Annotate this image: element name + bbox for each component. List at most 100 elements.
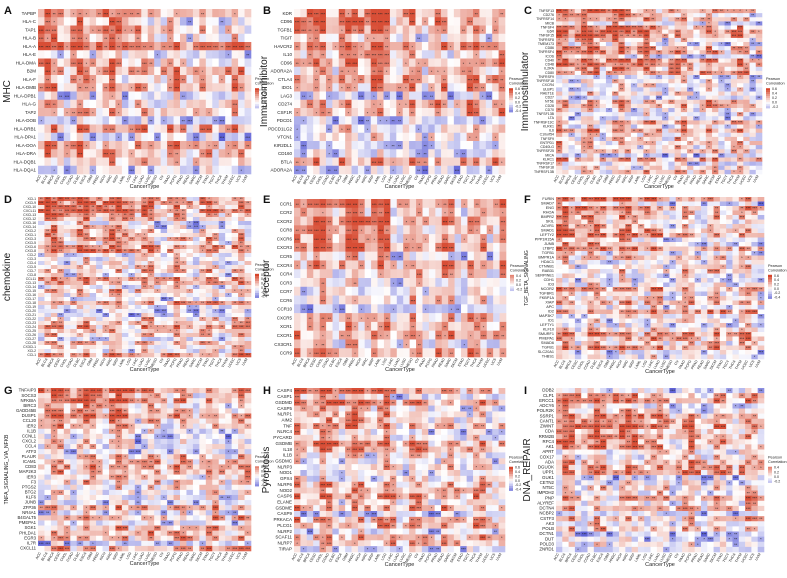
heatmap-cell (562, 149, 569, 153)
heatmap-cell (706, 166, 713, 170)
column-label: UVM (752, 175, 759, 184)
heatmap-cell (656, 153, 663, 157)
significance-mark: *** (613, 121, 618, 125)
heatmap-cell (294, 34, 301, 43)
heatmap-cell (743, 75, 750, 79)
heatmap-cell (225, 229, 232, 233)
heatmap-cell (409, 149, 416, 158)
heatmap-cell (186, 42, 193, 51)
heatmap-cell (232, 213, 239, 217)
significance-mark: *** (45, 86, 50, 91)
heatmap-cell (668, 141, 675, 145)
heatmap-cell (154, 108, 161, 117)
heatmap-cell (245, 75, 252, 84)
heatmap-cell (161, 133, 168, 142)
heatmap-cell (122, 273, 129, 277)
heatmap-cell (712, 108, 719, 112)
heatmap-cell (435, 141, 442, 150)
heatmap-cell (212, 26, 219, 35)
heatmap-cell (693, 79, 700, 83)
heatmap-cell (467, 166, 474, 175)
heatmap-cell (326, 26, 333, 35)
heatmap-cell (51, 92, 58, 101)
heatmap-cell (135, 116, 142, 125)
heatmap-cell (161, 158, 168, 167)
heatmap-cell (750, 137, 757, 141)
heatmap-cell (737, 17, 744, 21)
row-label: TAPBP (22, 11, 36, 16)
heatmap-cell (415, 42, 422, 51)
significance-mark: *** (194, 44, 199, 49)
significance-mark: *** (200, 201, 205, 205)
heatmap-cell (90, 253, 97, 257)
significance-mark: *** (365, 53, 370, 58)
heatmap-cell (294, 50, 301, 59)
heatmap-cell (662, 17, 669, 21)
heatmap-cell (83, 50, 90, 59)
heatmap-cell (486, 158, 493, 167)
significance-mark: *** (607, 59, 612, 63)
column-label: LAML (373, 175, 381, 185)
heatmap-cell (238, 75, 245, 84)
significance-mark: ** (296, 61, 300, 66)
heatmap-cell (428, 59, 435, 68)
heatmap-cell (562, 83, 569, 87)
heatmap-cell (706, 133, 713, 137)
heatmap-cell (232, 116, 239, 125)
heatmap-cell (300, 75, 307, 84)
heatmap-cell (706, 108, 713, 112)
heatmap-cell (587, 75, 594, 79)
heatmap-cell (225, 92, 232, 101)
significance-mark: *** (91, 249, 96, 253)
heatmap-cell (460, 125, 467, 134)
heatmap-cell (326, 50, 333, 59)
heatmap-cell (199, 261, 206, 265)
heatmap-cell (332, 17, 339, 26)
significance-mark: *** (340, 160, 345, 165)
significance-mark: *** (84, 217, 89, 221)
legend-tick-label: 0.2 (772, 96, 777, 100)
color-legend: PearsonCorrelation0.60.40.20.0-0.2 (766, 77, 785, 109)
heatmap-cell (300, 67, 307, 76)
heatmap-cell (612, 83, 619, 87)
heatmap-cell (756, 112, 763, 116)
heatmap-cell (154, 237, 161, 241)
heatmap-cell (581, 79, 588, 83)
heatmap-cell (631, 137, 638, 141)
heatmap-cell (422, 42, 429, 51)
significance-mark: ** (487, 44, 491, 49)
heatmap-cell (199, 133, 206, 142)
heatmap-cell (57, 149, 64, 158)
heatmap-cell (109, 265, 116, 269)
heatmap-cell (377, 166, 384, 175)
heatmap-cell (687, 112, 694, 116)
heatmap-cell (562, 120, 569, 124)
significance-mark: ** (385, 94, 389, 99)
significance-mark: *** (372, 11, 377, 16)
significance-mark: *** (174, 77, 179, 82)
heatmap-cell (631, 112, 638, 116)
heatmap-cell (675, 149, 682, 153)
heatmap-cell (245, 149, 252, 158)
heatmap-cell (115, 75, 122, 84)
heatmap-cell (96, 269, 103, 273)
heatmap-cell (167, 257, 174, 261)
significance-mark: ** (385, 28, 389, 33)
heatmap-cell (364, 26, 371, 35)
significance-mark: *** (52, 143, 57, 148)
heatmap-cell (206, 17, 213, 26)
heatmap-cell (556, 75, 563, 79)
heatmap-cell (186, 125, 193, 134)
heatmap-cell (44, 253, 51, 257)
heatmap-cell (96, 125, 103, 134)
significance-mark: ** (481, 61, 485, 66)
significance-mark: ** (417, 36, 421, 41)
row-label: CD160 (278, 151, 293, 156)
heatmap-cell (109, 141, 116, 150)
heatmap-cell (83, 17, 90, 26)
significance-mark: *** (384, 53, 389, 58)
heatmap-cell (693, 104, 700, 108)
heatmap-cell (668, 120, 675, 124)
heatmap-cell (454, 26, 461, 35)
heatmap-cell (345, 158, 352, 167)
